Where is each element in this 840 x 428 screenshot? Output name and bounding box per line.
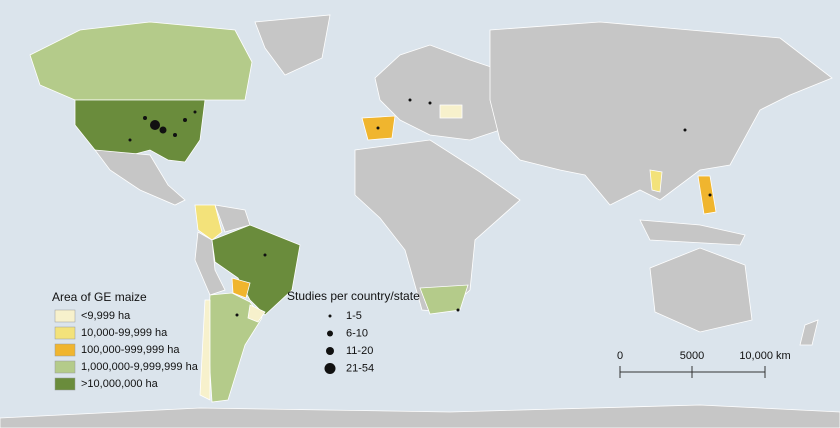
- canada-alaska: [29, 21, 253, 101]
- chile: [199, 299, 211, 401]
- legend-swatch: [54, 343, 76, 357]
- scale-label: 0: [617, 350, 623, 362]
- study-dot: [708, 193, 712, 197]
- study-dot: [263, 253, 267, 257]
- asia: [489, 21, 833, 206]
- philippines: [697, 175, 717, 215]
- brazil: [211, 224, 301, 316]
- study-dot: [193, 110, 197, 114]
- study-dot: [183, 118, 187, 122]
- study-dot: [428, 101, 432, 105]
- legend-label: 1-5: [346, 310, 362, 322]
- legend-label: <9,999 ha: [81, 310, 131, 322]
- legend-dot: [327, 330, 333, 337]
- studies-legend-title: Studies per country/state: [287, 289, 420, 303]
- romania: [439, 104, 463, 119]
- australia: [649, 247, 753, 333]
- vietnam: [649, 169, 663, 193]
- study-dot: [159, 126, 167, 134]
- study-dot: [235, 313, 239, 317]
- area-legend-title: Area of GE maize: [52, 290, 147, 304]
- south-africa: [419, 284, 469, 315]
- legend-dot: [324, 363, 336, 374]
- legend-swatch: [54, 377, 76, 391]
- colombia: [194, 204, 223, 241]
- paraguay: [231, 277, 251, 299]
- greenland: [254, 14, 331, 76]
- land: [0, 14, 840, 428]
- study-dot: [376, 126, 380, 130]
- legend-label: 21-54: [346, 362, 374, 374]
- legend-swatch: [54, 360, 76, 374]
- scale-label: 5000: [680, 350, 704, 362]
- legend-swatch: [54, 326, 76, 340]
- study-dot: [128, 138, 132, 142]
- legend-label: 1,000,000-9,999,999 ha: [81, 361, 199, 373]
- study-dot: [143, 116, 147, 120]
- antarctica: [0, 404, 840, 428]
- mexico: [94, 149, 186, 206]
- legend-dot: [328, 314, 332, 318]
- legend-label: 10,000-99,999 ha: [81, 327, 168, 339]
- usa: [74, 99, 206, 163]
- indonesia: [639, 219, 746, 246]
- scale-label: 10,000 km: [739, 350, 790, 362]
- legend-swatch: [54, 309, 76, 323]
- legend-label: 6-10: [346, 327, 368, 339]
- study-dot: [173, 133, 177, 137]
- legend-dot: [326, 347, 334, 355]
- legend-label: 11-20: [346, 345, 373, 357]
- new-zealand: [799, 319, 819, 346]
- legend-label: >10,000,000 ha: [81, 378, 159, 390]
- study-dot: [408, 98, 412, 102]
- uruguay: [247, 304, 266, 323]
- study-dot: [150, 120, 160, 130]
- study-dot: [683, 128, 687, 132]
- study-dot: [456, 308, 460, 312]
- study-dots: [128, 98, 712, 317]
- legend-label: 100,000-999,999 ha: [81, 344, 180, 356]
